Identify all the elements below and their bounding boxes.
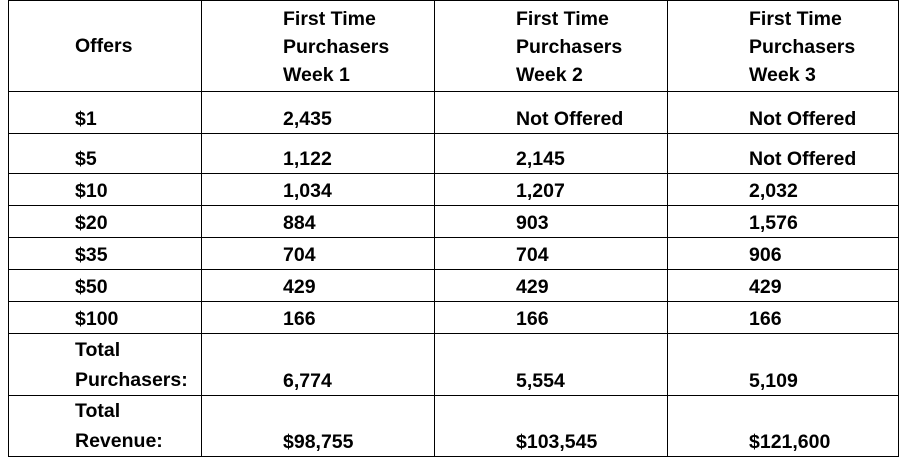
offer-cell: $100 (8, 301, 202, 334)
offer-cell: $20 (8, 205, 202, 238)
week3-cell: 429 (667, 269, 899, 302)
week3-cell: Not Offered (667, 133, 899, 174)
total-purchasers-row: Total Purchasers: 6,774 5,554 5,109 (8, 333, 899, 396)
header-week-1: First Time Purchasers Week 1 (201, 0, 435, 92)
week2-cell: 2,145 (434, 133, 668, 174)
total-purchasers-week1: 6,774 (201, 333, 435, 396)
header-offers: Offers (8, 0, 202, 92)
week2-cell: 1,207 (434, 173, 668, 206)
week2-cell: Not Offered (434, 91, 668, 134)
table-row: $50 429 429 429 (8, 269, 899, 302)
week3-cell: 166 (667, 301, 899, 334)
table-row: $20 884 903 1,576 (8, 205, 899, 238)
table-row: $10 1,034 1,207 2,032 (8, 173, 899, 206)
week3-cell: Not Offered (667, 91, 899, 134)
total-purchasers-label: Total Purchasers: (8, 333, 202, 396)
week1-cell: 1,034 (201, 173, 435, 206)
offer-cell: $5 (8, 133, 202, 174)
week2-cell: 704 (434, 237, 668, 270)
total-purchasers-week2: 5,554 (434, 333, 668, 396)
week2-cell: 903 (434, 205, 668, 238)
total-revenue-week1: $98,755 (201, 395, 435, 457)
total-purchasers-week3: 5,109 (667, 333, 899, 396)
offers-table: Offers First Time Purchasers Week 1 Firs… (8, 0, 899, 457)
total-revenue-label: Total Revenue: (8, 395, 202, 457)
header-week-3: First Time Purchasers Week 3 (667, 0, 899, 92)
total-revenue-week2: $103,545 (434, 395, 668, 457)
week1-cell: 1,122 (201, 133, 435, 174)
table-row: $100 166 166 166 (8, 301, 899, 334)
header-week-2: First Time Purchasers Week 2 (434, 0, 668, 92)
total-revenue-week3: $121,600 (667, 395, 899, 457)
week2-cell: 429 (434, 269, 668, 302)
offer-cell: $1 (8, 91, 202, 134)
week1-cell: 2,435 (201, 91, 435, 134)
week1-cell: 429 (201, 269, 435, 302)
week3-cell: 1,576 (667, 205, 899, 238)
week1-cell: 704 (201, 237, 435, 270)
week1-cell: 884 (201, 205, 435, 238)
week2-cell: 166 (434, 301, 668, 334)
table-row: $35 704 704 906 (8, 237, 899, 270)
offer-cell: $35 (8, 237, 202, 270)
table-row: $1 2,435 Not Offered Not Offered (8, 91, 899, 134)
week1-cell: 166 (201, 301, 435, 334)
week3-cell: 2,032 (667, 173, 899, 206)
total-revenue-row: Total Revenue: $98,755 $103,545 $121,600 (8, 395, 899, 457)
offer-cell: $50 (8, 269, 202, 302)
offer-cell: $10 (8, 173, 202, 206)
table-header-row: Offers First Time Purchasers Week 1 Firs… (8, 0, 899, 92)
table-row: $5 1,122 2,145 Not Offered (8, 133, 899, 174)
week3-cell: 906 (667, 237, 899, 270)
